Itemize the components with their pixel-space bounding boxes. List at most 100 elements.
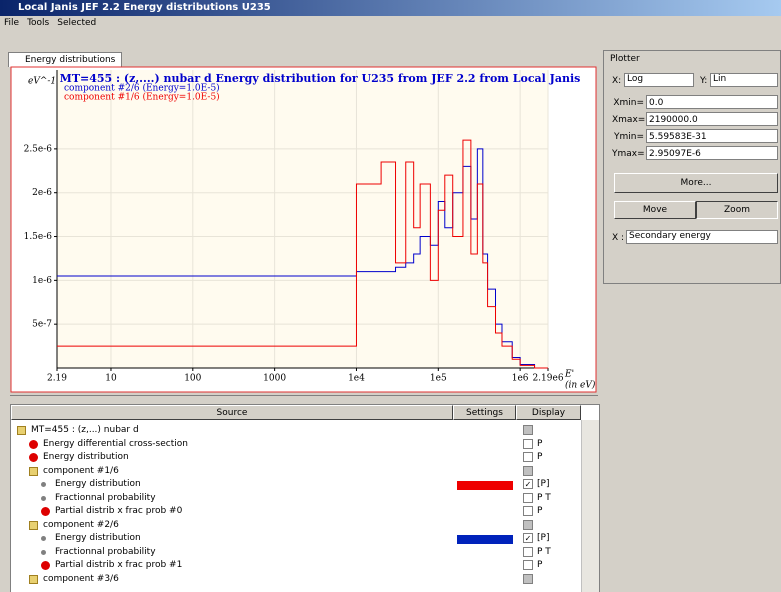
field-label: Xmin= <box>613 98 644 108</box>
plot-area <box>57 70 548 368</box>
y-tick-label: 1e-6 <box>32 276 52 286</box>
label: Y: <box>700 76 708 86</box>
y-tick-label: 2.5e-6 <box>24 144 53 154</box>
column-header: Source <box>11 405 453 420</box>
chart: 5e-7 1e-6 1.5e-6 2e-6 2.5e-6 2.19 10 100 1000 1e4… <box>10 66 597 393</box>
window-title: Local Janis JEF 2.2 Energy distributions… <box>18 2 271 13</box>
tree-label: component #1/6 <box>43 465 119 476</box>
field-label: Xmax= <box>612 115 646 125</box>
checkbox[interactable] <box>523 546 533 557</box>
field-label: Ymin= <box>613 132 644 142</box>
tree-icon <box>41 549 46 555</box>
chart-title: MT=455 : (z,....) nubar d Energy distrib… <box>60 72 581 85</box>
legend-entry: component #2/6 (Energy=1.0E-5) <box>64 83 220 94</box>
x-tick-label: 10 <box>105 374 117 384</box>
text-field[interactable]: 5.59583E-31 <box>646 129 778 143</box>
display-mode: P <box>537 506 543 516</box>
tree-icon <box>29 520 38 530</box>
tree-label: Energy distribution <box>43 452 129 462</box>
display-mode: [P] <box>537 479 550 489</box>
column-header: Settings <box>453 405 516 420</box>
x-tick-label: 1e6 <box>512 374 529 384</box>
x-axis-label: E' <box>564 370 574 380</box>
series-line <box>57 139 548 369</box>
tree-icon <box>29 574 38 584</box>
text-field[interactable]: 0.0 <box>646 95 778 109</box>
checkbox[interactable] <box>523 452 533 462</box>
checkbox[interactable] <box>523 438 533 449</box>
checkbox[interactable] <box>523 519 533 530</box>
tree-icon <box>17 426 26 435</box>
y-tick-label: 2e-6 <box>32 188 52 198</box>
group-title: Plotter <box>610 54 640 64</box>
x-tick-label: 100 <box>184 374 201 384</box>
tree-label: Partial distrib x frac prob #0 <box>55 506 183 516</box>
field-label: Ymax= <box>612 149 645 159</box>
splitter[interactable] <box>10 395 598 404</box>
x-tick-label: 1000 <box>263 374 286 384</box>
dropdown[interactable]: Log <box>624 73 694 87</box>
tree-label: Energy distribution <box>55 533 141 543</box>
tree-icon <box>41 495 46 501</box>
tree-label: Fractionnal probability <box>55 492 156 503</box>
display-mode: P <box>537 560 543 570</box>
label: X: <box>612 76 622 86</box>
checkbox[interactable] <box>523 506 533 516</box>
text-field[interactable]: 2.95097E-6 <box>646 146 778 160</box>
x-axis-unit: (in eV) <box>565 380 596 391</box>
x-tick-label: 2.19e6 <box>532 374 563 384</box>
checkbox[interactable]: ✓ <box>523 533 533 543</box>
tree-icon <box>29 439 38 449</box>
tree-icon <box>41 561 50 570</box>
menu-item[interactable]: Tools <box>27 18 50 28</box>
tree-icon <box>41 536 46 541</box>
legend-entry: component #1/6 (Energy=1.0E-5) <box>64 92 220 103</box>
tree-label: component #2/6 <box>43 519 119 530</box>
tree-label: Fractionnal probability <box>55 546 156 557</box>
tab[interactable]: Energy distributions <box>8 52 122 67</box>
column-header: Display <box>516 405 581 420</box>
x-tick-label: 2.19 <box>47 374 67 384</box>
menu-item[interactable]: File <box>4 18 20 28</box>
x-tick-label: 1e5 <box>430 374 447 384</box>
checkbox[interactable] <box>523 573 533 584</box>
x-tick-label: 1e4 <box>348 374 365 384</box>
tree-label: Partial distrib x frac prob #1 <box>55 560 183 570</box>
menu-item[interactable]: Selected <box>57 18 97 28</box>
tree-icon <box>41 507 50 516</box>
tree-label: MT=455 : (z,...) nubar d <box>31 425 139 435</box>
button[interactable]: Move <box>614 201 696 219</box>
tree-label: Energy differential cross-section <box>43 438 188 449</box>
tree-icon <box>29 453 38 462</box>
tree-icon <box>41 482 46 487</box>
menu-bar: File Tools Selected <box>0 16 100 31</box>
tree-table: Source Settings Display MT=455 : (z,...) nu… <box>10 404 600 592</box>
title-bar: Local Janis JEF 2.2 Energy distributions… <box>0 0 781 16</box>
settings-color <box>457 535 513 544</box>
y-axis-label: eV^-1 <box>28 77 56 87</box>
settings-color <box>457 481 513 490</box>
display-mode: [P] <box>537 533 550 543</box>
checkbox[interactable] <box>523 465 533 476</box>
checkbox[interactable]: ✓ <box>523 479 533 489</box>
button[interactable]: Zoom <box>696 201 778 219</box>
checkbox[interactable] <box>523 560 533 570</box>
button[interactable]: More... <box>614 173 778 193</box>
plotter-panel: Plotter X: Log Y: Lin Xmin= 0.0 Xmax= 2190000.0 Y… <box>603 50 781 284</box>
y-tick-label: 1.5e-6 <box>24 232 53 242</box>
dropdown[interactable]: Lin <box>710 73 778 87</box>
tree-icon <box>29 466 38 476</box>
display-mode: P T <box>537 546 551 557</box>
display-mode: P <box>537 438 543 449</box>
scrollbar <box>581 420 599 592</box>
y-tick-label: 5e-7 <box>32 320 52 330</box>
tree-label: component #3/6 <box>43 573 119 584</box>
label: X : <box>612 233 625 243</box>
text-field[interactable]: 2190000.0 <box>646 112 778 126</box>
checkbox[interactable] <box>523 425 533 435</box>
dropdown[interactable]: Secondary energy <box>626 230 778 244</box>
display-mode: P <box>537 452 543 462</box>
tree-label: Energy distribution <box>55 479 141 489</box>
checkbox[interactable] <box>523 492 533 503</box>
